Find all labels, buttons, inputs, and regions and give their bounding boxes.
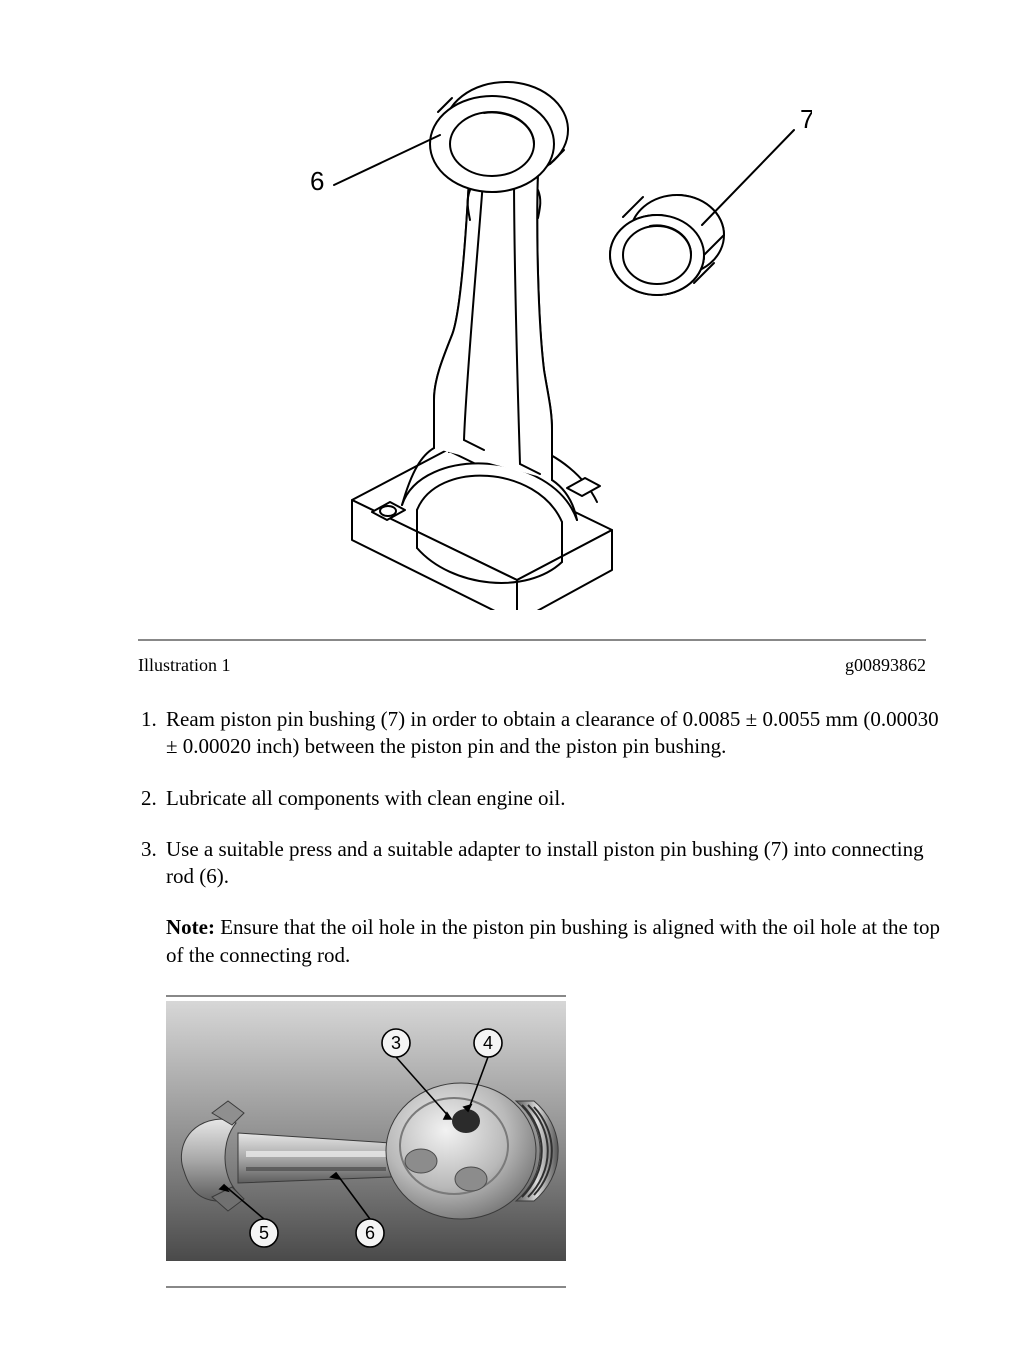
connecting-rod-part-6 [352, 82, 612, 610]
illustration-2-rule-top [166, 995, 566, 997]
illustration-2-label-3: 3 [391, 1033, 401, 1053]
document-page: 7 [0, 0, 1024, 1352]
illustration-1-caption-row: Illustration 1 g00893862 [138, 641, 926, 706]
bushing-part-7 [610, 195, 724, 295]
step-2-text: Lubricate all components with clean engi… [166, 786, 565, 810]
illustration-1-caption-right: g00893862 [845, 655, 926, 676]
illustration-1-caption-left: Illustration 1 [138, 655, 231, 676]
illustration-2-label-6: 6 [365, 1223, 375, 1243]
photo-piston [386, 1083, 558, 1219]
illustration-1-label-6: 6 [310, 166, 324, 196]
step-3: Use a suitable press and a suitable adap… [162, 836, 946, 1288]
illustration-1-label-7: 7 [800, 104, 812, 134]
note-text: Ensure that the oil hole in the piston p… [166, 915, 940, 966]
step-3-text: Use a suitable press and a suitable adap… [166, 837, 924, 888]
illustration-2-label-4: 4 [483, 1033, 493, 1053]
illustration-1-svg-wrap: 7 [138, 50, 926, 615]
procedure-steps: Ream piston pin bushing (7) in order to … [78, 706, 946, 1288]
illustration-2-label-5: 5 [259, 1223, 269, 1243]
illustration-2-rule-bottom [166, 1286, 566, 1288]
step-3-note: Note: Ensure that the oil hole in the pi… [166, 914, 946, 969]
note-label: Note: [166, 915, 220, 939]
illustration-2-block: 3 4 5 6 [166, 995, 566, 1288]
step-1-text: Ream piston pin bushing (7) in order to … [166, 707, 939, 758]
step-1: Ream piston pin bushing (7) in order to … [162, 706, 946, 761]
step-2: Lubricate all components with clean engi… [162, 785, 946, 812]
illustration-1-svg: 7 [252, 50, 812, 610]
illustration-2-svg: 3 4 5 6 [166, 1001, 566, 1261]
illustration-1-block: 7 [138, 50, 926, 706]
